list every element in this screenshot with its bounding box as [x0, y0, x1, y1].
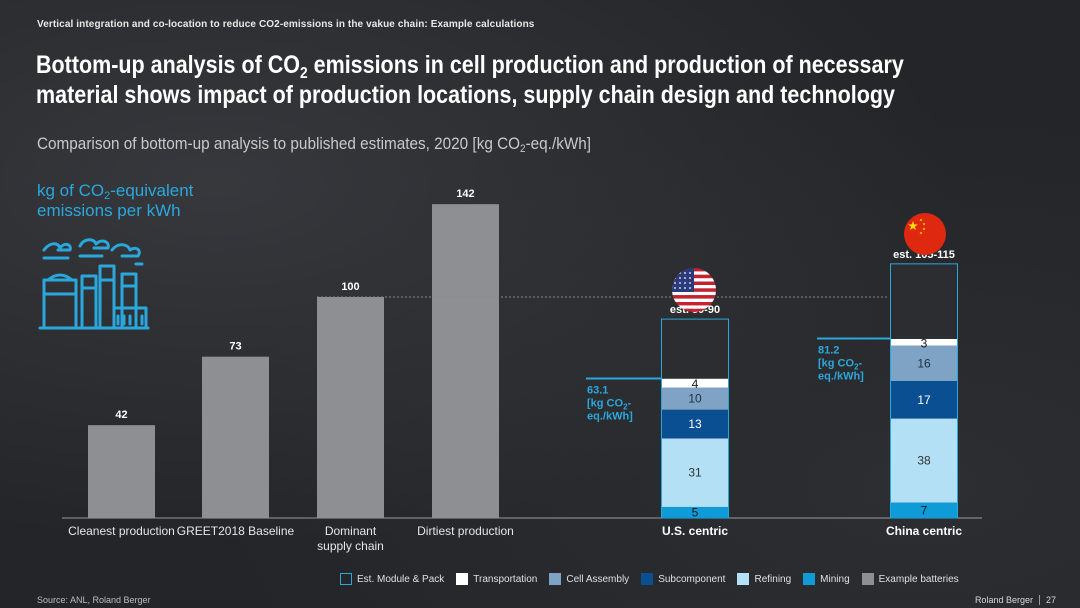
- category-label-1: GREET2018 Baseline: [177, 524, 295, 538]
- title-subscript: 2: [299, 65, 308, 82]
- source-note: Source: ANL, Roland Berger: [37, 595, 151, 605]
- ylabel-subscript: 2: [104, 190, 111, 202]
- y-axis-label: kg of CO2-equivalent emissions per kWh: [37, 181, 193, 221]
- legend-item-2: Cell Assembly: [549, 573, 629, 585]
- total-unit-0: [kg CO2-: [587, 398, 632, 412]
- legend-label-3: Subcomponent: [658, 573, 726, 585]
- legend-item-1: Transportation: [456, 573, 537, 585]
- bar-example-0: [88, 425, 155, 518]
- ylabel-line1-post: -equivalent: [110, 181, 194, 200]
- legend-item-6: Example batteries: [861, 573, 959, 585]
- legend-label-0: Est. Module & Pack: [357, 573, 445, 585]
- legend-swatch-1: [456, 573, 469, 585]
- segment-transportation-0: [662, 378, 728, 388]
- legend-swatch-4: [737, 573, 750, 585]
- page-title: Bottom-up analysis of CO2 emissions in c…: [36, 50, 913, 110]
- china-flag-icon: [904, 213, 946, 255]
- segment-label-mining-1: 7: [921, 503, 928, 517]
- total-unit-line2-0: eq./kWh]: [587, 411, 633, 423]
- segment-label-mining-0: 5: [692, 505, 699, 519]
- segment-transportation-1: [891, 338, 957, 346]
- category-label-2: Dominant: [325, 524, 377, 538]
- legend-item-4: Refining: [737, 573, 791, 585]
- brand-name: Roland Berger: [974, 595, 1033, 605]
- segment-label-refining-0: 31: [688, 466, 702, 480]
- footer: Roland Berger 27: [975, 595, 1056, 605]
- total-unit-1: [kg CO2-: [818, 358, 863, 372]
- category-label-2-line2: supply chain: [317, 539, 384, 553]
- legend-item-3: Subcomponent: [641, 573, 725, 585]
- title-line2: material shows impact of production loca…: [36, 81, 895, 109]
- stacked-category-label-0: U.S. centric: [662, 524, 728, 538]
- legend-label-1: Transportation: [473, 573, 538, 585]
- bar-value-label-1: 73: [229, 341, 241, 353]
- ylabel-line1-pre: kg of CO: [37, 181, 105, 200]
- bar-example-3: [432, 204, 499, 518]
- segment-refining-0: [662, 438, 728, 507]
- legend-label-4: Refining: [754, 573, 792, 585]
- bar-example-2: [317, 297, 384, 518]
- title-line1-pre: Bottom-up analysis of CO: [36, 51, 300, 79]
- subtitle-pre: Comparison of bottom-up analysis to publ…: [37, 134, 521, 153]
- subtitle-subscript: 2: [520, 143, 526, 155]
- segment-mining-0: [662, 506, 728, 518]
- segment-label-cell-assembly-1: 16: [917, 356, 931, 370]
- ylabel-line2: emissions per kWh: [37, 201, 181, 220]
- segment-refining-1: [891, 418, 957, 503]
- segment-cell-assembly-0: [662, 387, 728, 410]
- legend-swatch-2: [549, 573, 562, 585]
- segment-label-transportation-0: 4: [692, 377, 699, 391]
- bar-value-label-3: 142: [456, 188, 474, 200]
- legend-swatch-5: [803, 573, 816, 585]
- legend-label-5: Mining: [820, 573, 850, 585]
- segment-subcomponent-1: [891, 380, 957, 419]
- segment-label-subcomponent-1: 17: [917, 393, 931, 407]
- legend-label-6: Example batteries: [878, 573, 959, 585]
- legend-item-0: Est. Module & Pack: [340, 573, 444, 585]
- subtitle-post: -eq./kWh]: [525, 134, 592, 153]
- title-line1-post: emissions in cell production and product…: [307, 51, 904, 79]
- legend-label-2: Cell Assembly: [566, 573, 630, 585]
- kicker-text: Vertical integration and co-location to …: [37, 19, 535, 30]
- total-value-0: 63.1: [587, 385, 608, 397]
- stacked-category-label-1: China centric: [886, 524, 962, 538]
- legend-swatch-0: [340, 573, 352, 585]
- factory-icon: [38, 238, 150, 330]
- chart-legend: Est. Module & Pack Transportation Cell Ass…: [340, 572, 971, 586]
- segment-mining-1: [891, 502, 957, 518]
- bar-value-label-2: 100: [341, 281, 359, 293]
- total-unit-line2-1: eq./kWh]: [818, 371, 864, 383]
- segment-label-subcomponent-0: 13: [688, 417, 702, 431]
- page-subtitle: Comparison of bottom-up analysis to publ…: [37, 134, 592, 155]
- legend-item-5: Mining: [803, 573, 850, 585]
- total-value-1: 81.2: [818, 345, 839, 357]
- segment-cell-assembly-1: [891, 345, 957, 381]
- bar-example-1: [202, 356, 269, 518]
- segment-label-refining-1: 38: [917, 454, 931, 468]
- segment-label-cell-assembly-0: 10: [688, 392, 702, 406]
- bar-value-label-0: 42: [115, 409, 127, 421]
- segment-label-transportation-1: 3: [921, 336, 928, 350]
- footer-separator: [1038, 595, 1040, 605]
- page-number: 27: [1045, 595, 1056, 605]
- legend-swatch-6: [861, 573, 874, 585]
- category-label-3: Dirtiest production: [417, 524, 514, 538]
- category-label-0: Cleanest production: [68, 524, 175, 538]
- legend-swatch-3: [641, 573, 654, 585]
- segment-subcomponent-0: [662, 409, 728, 439]
